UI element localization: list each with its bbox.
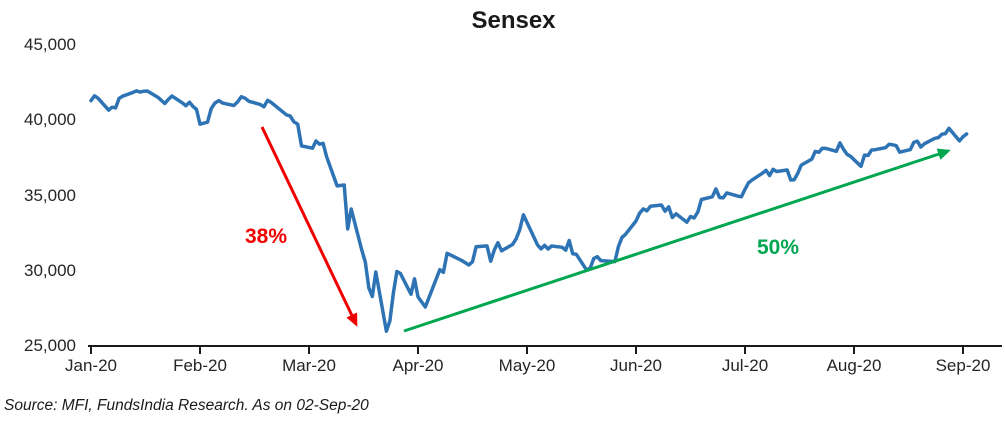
x-tick-label: Sep-20 [935, 356, 991, 375]
y-tick-label: 40,000 [24, 110, 76, 130]
source-note: Source: MFI, FundsIndia Research. As on … [4, 397, 369, 414]
x-tick-label: Jul-20 [721, 356, 769, 375]
decline-arrow [260, 126, 358, 327]
chart-title: Sensex [471, 7, 556, 34]
x-tick-label: Feb-20 [173, 356, 227, 375]
y-tick-label: 45,000 [24, 35, 76, 54]
x-tick-label: Mar-20 [282, 356, 336, 375]
y-tick-label: 35,000 [24, 185, 76, 205]
y-tick-label: 25,000 [24, 336, 76, 355]
sensex-line-series [89, 89, 969, 333]
x-axis-ticks [90, 346, 964, 354]
decline-percent-label: 38% [245, 225, 288, 248]
x-tick-label: May-20 [498, 356, 556, 375]
x-tick-label: Jun-20 [610, 356, 662, 375]
y-tick-label: 30,000 [24, 260, 76, 280]
recovery-percent-label: 50% [757, 236, 800, 259]
x-tick-label: Apr-20 [392, 356, 444, 375]
x-tick-label: Jan-20 [65, 356, 117, 375]
x-tick-label: Aug-20 [826, 356, 882, 375]
recovery-arrow [403, 148, 951, 333]
